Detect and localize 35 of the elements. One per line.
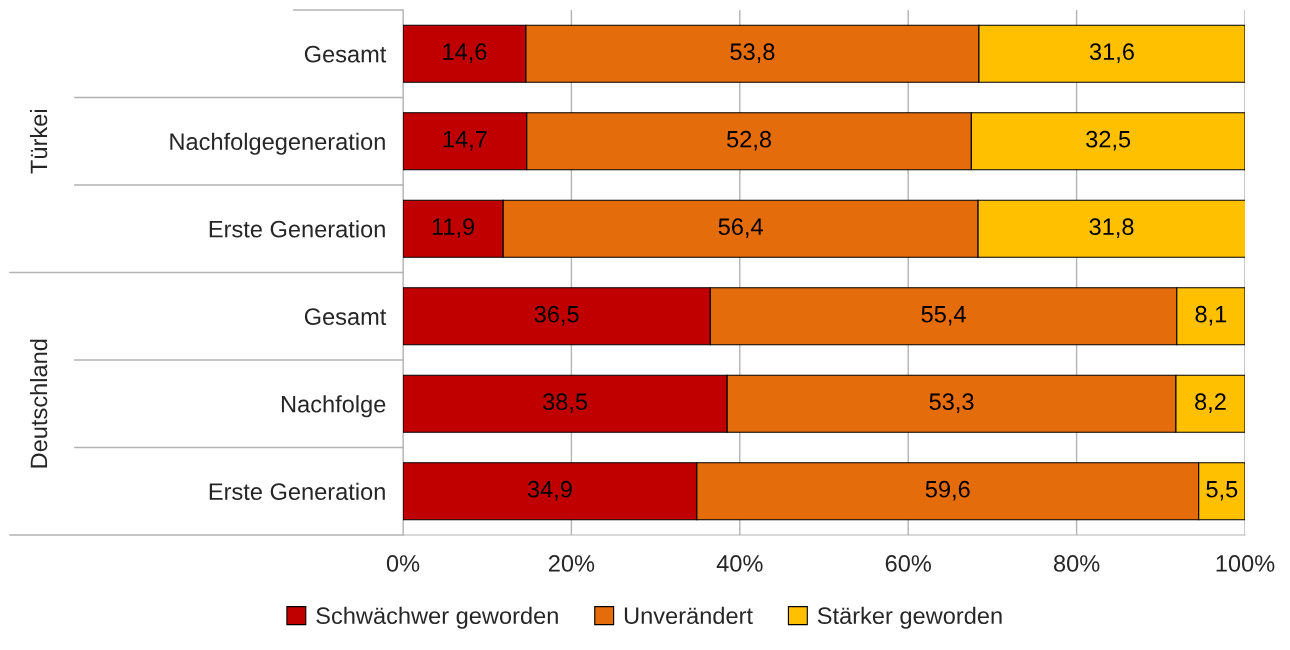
y-tick-label: Erste Generation	[209, 482, 385, 501]
y-tick-label: Nachfolgegeneration	[170, 132, 385, 155]
legend-label: Schwächwer geworden	[316, 606, 558, 629]
y-tick-label: Gesamt	[304, 308, 387, 326]
legend-label: Unverändert	[624, 606, 753, 625]
text: Deutschland	[29, 339, 48, 468]
data-label: 53,8	[730, 43, 775, 63]
legend-label: Stärker geworden	[817, 606, 1002, 629]
y-tick-label: Gesamt	[304, 45, 387, 63]
data-label: 53,3	[929, 393, 974, 413]
y-tick-label: Erste Generation	[209, 220, 385, 238]
data-label: 36,5	[534, 305, 579, 326]
x-tick-label: 0%	[386, 555, 420, 572]
data-label: 32,5	[1086, 130, 1131, 151]
data-label: 8,2	[1195, 393, 1226, 413]
x-tick-label: 80%	[1054, 555, 1100, 572]
data-label: 31,6	[1089, 43, 1134, 63]
x-tick-label: 40%	[716, 555, 763, 572]
x-tick-label: 60%	[885, 555, 931, 572]
data-label: 38,5	[543, 393, 588, 413]
data-label: 5,5	[1206, 481, 1238, 501]
data-label: 31,8	[1089, 218, 1134, 238]
data-label: 34,9	[527, 480, 572, 501]
x-tick-label: 100%	[1216, 555, 1275, 572]
text: Türkei	[29, 110, 48, 174]
data-label: 56,4	[718, 218, 763, 238]
data-label: 55,4	[921, 306, 966, 326]
x-tick-label: 20%	[548, 555, 595, 572]
data-label: 52,8	[727, 130, 772, 151]
data-label: 8,1	[1195, 305, 1227, 326]
data-label: 11,9	[432, 218, 475, 238]
data-label: 59,6	[925, 480, 970, 501]
data-label: 14,7	[443, 131, 487, 151]
data-label: 14,6	[443, 43, 487, 63]
y-tick-label: Nachfolge	[281, 395, 386, 418]
